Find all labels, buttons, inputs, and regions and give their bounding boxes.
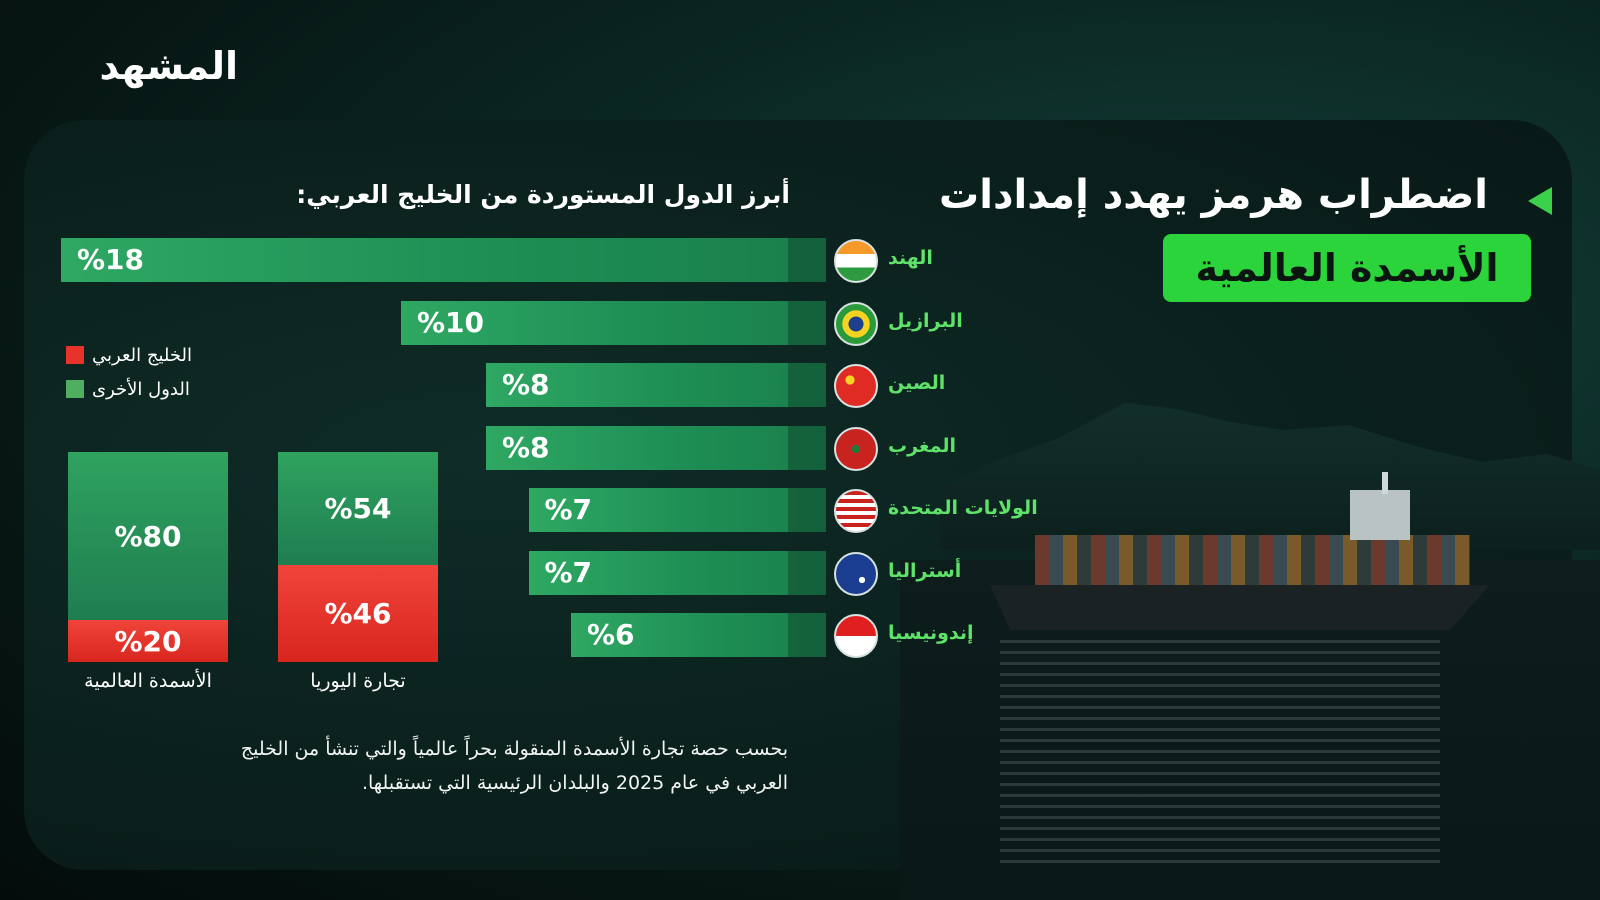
footnote: بحسب حصة تجارة الأسمدة المنقولة بحراً عا… — [240, 738, 788, 794]
country-label: المغرب — [888, 434, 957, 457]
usa-flag-icon — [834, 489, 878, 533]
bar-value-label: %18 — [77, 243, 145, 276]
bar-value-label: %10 — [417, 305, 485, 339]
bar-shade — [788, 488, 826, 532]
bar-shade — [788, 613, 826, 657]
ship-mast — [1382, 472, 1388, 494]
legend-swatch-gulf — [66, 346, 84, 364]
ship-containers — [1035, 535, 1470, 587]
importer-bar: %7 — [528, 550, 826, 595]
legend-swatch-others — [66, 380, 84, 398]
stacked-category-label: الأسمدة العالمية — [84, 670, 212, 692]
india-flag-icon — [834, 239, 878, 283]
bar-shade — [788, 550, 826, 595]
bar-shade — [788, 363, 826, 407]
importer-bar: %8 — [486, 425, 826, 470]
legend-item-others: الدول الأخرى — [66, 378, 190, 400]
legend-item-gulf: الخليج العربي — [66, 344, 192, 366]
headline-line1: اضطراب هرمز يهدد إمدادات — [939, 172, 1488, 218]
segment-gulf: %20 — [68, 620, 228, 662]
ship-bridge — [1350, 490, 1410, 540]
bar-value-label: %8 — [502, 368, 550, 401]
segment-others: %80 — [68, 452, 228, 620]
brazil-flag-icon — [834, 301, 878, 346]
legend-label-others: الدول الأخرى — [92, 378, 190, 400]
segment-gulf: %46 — [278, 565, 438, 662]
bar-value-label: %7 — [544, 555, 593, 589]
chart-title: أبرز الدول المستوردة من الخليج العربي: — [296, 180, 790, 209]
brand-logo: المشهد — [99, 44, 238, 88]
segment-others: %54 — [278, 452, 438, 566]
bar-value-label: %6 — [587, 618, 635, 651]
country-label: الولايات المتحدة — [888, 497, 1038, 519]
ship-hull — [990, 585, 1490, 630]
stacked-category-label: تجارة اليوريا — [310, 670, 406, 692]
bar-value-label: %8 — [502, 430, 550, 464]
china-flag-icon — [834, 364, 878, 408]
importer-bar: %18 — [61, 238, 826, 282]
legend-label-gulf: الخليج العربي — [92, 344, 192, 366]
importer-bar: %6 — [571, 613, 826, 657]
morocco-flag-icon — [834, 426, 878, 471]
country-label: الهند — [888, 247, 933, 269]
bar-shade — [788, 300, 826, 345]
australia-flag-icon — [834, 551, 878, 596]
headline-line2-badge: الأسمدة العالمية — [1163, 234, 1531, 302]
bar-shade — [788, 425, 826, 470]
country-label: الصين — [888, 372, 946, 394]
country-label: أستراليا — [888, 559, 962, 582]
indonesia-flag-icon — [834, 614, 878, 658]
importer-bar: %10 — [401, 300, 826, 345]
country-label: البرازيل — [888, 309, 963, 332]
country-label: إندونيسيا — [888, 622, 974, 644]
importer-bar: %7 — [528, 488, 826, 532]
stacked-bar: %80 %20 — [68, 452, 228, 662]
headline-line2: الأسمدة العالمية — [1195, 246, 1499, 290]
importer-bar: %8 — [486, 363, 826, 407]
stacked-bar: %54 %46 — [278, 452, 438, 662]
bar-shade — [788, 238, 826, 282]
title-arrow-icon — [1528, 187, 1552, 215]
light-reflection — [1000, 640, 1440, 870]
bar-value-label: %7 — [544, 493, 593, 526]
